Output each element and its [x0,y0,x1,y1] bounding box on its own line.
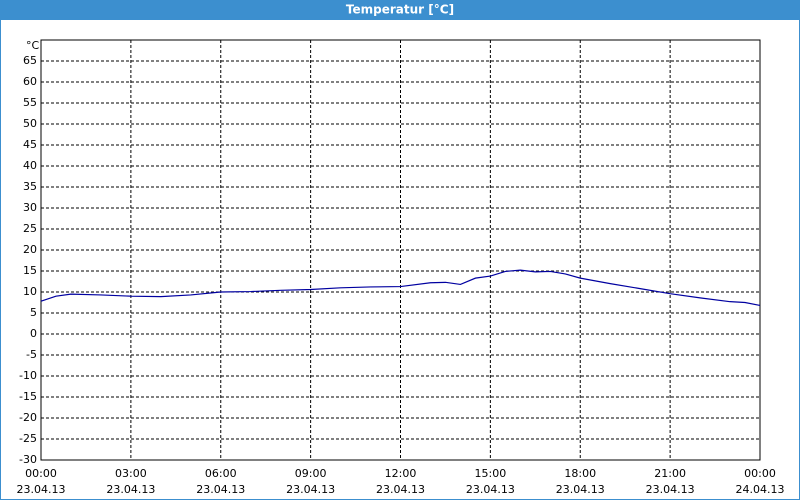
x-tick-label: 06:00 [205,467,237,480]
y-tick-label: 65 [23,54,37,67]
x-tick-label: 09:00 [295,467,327,480]
y-tick-label: -25 [19,432,37,445]
y-tick-label: -30 [19,453,37,466]
y-tick-label: -15 [19,390,37,403]
y-tick-label: 15 [23,264,37,277]
y-tick-label: 20 [23,243,37,256]
x-tick-label: 12:00 [385,467,417,480]
x-tick-date: 23.04.13 [286,483,335,496]
y-tick-label: 45 [23,138,37,151]
x-tick-label: 00:00 [744,467,776,480]
y-tick-label: 10 [23,285,37,298]
x-tick-date: 23.04.13 [376,483,425,496]
y-tick-label: 35 [23,180,37,193]
x-tick-label: 18:00 [564,467,596,480]
y-tick-label: -5 [26,348,37,361]
x-tick-date: 23.04.13 [106,483,155,496]
y-tick-label: -10 [19,369,37,382]
title-bar [0,0,800,20]
x-tick-date: 23.04.13 [556,483,605,496]
y-tick-label: 55 [23,96,37,109]
y-tick-label: 40 [23,159,37,172]
y-unit-label: °C [26,39,40,52]
y-tick-label: 5 [30,306,37,319]
x-tick-date: 23.04.13 [646,483,695,496]
chart-title: Temperatur [°C] [346,3,454,17]
y-tick-label: 30 [23,201,37,214]
x-tick-date: 23.04.13 [196,483,245,496]
y-tick-label: -20 [19,411,37,424]
temperature-line [40,269,761,307]
y-tick-label: 50 [23,117,37,130]
x-tick-date: 23.04.13 [466,483,515,496]
x-tick-label: 15:00 [475,467,507,480]
x-tick-label: 21:00 [654,467,686,480]
x-tick-date: 23.04.13 [17,483,66,496]
y-tick-label: 25 [23,222,37,235]
y-tick-label: 60 [23,75,37,88]
y-tick-label: 0 [30,327,37,340]
x-tick-label: 00:00 [25,467,57,480]
x-tick-date: 24.04.13 [736,483,785,496]
x-tick-label: 03:00 [115,467,147,480]
